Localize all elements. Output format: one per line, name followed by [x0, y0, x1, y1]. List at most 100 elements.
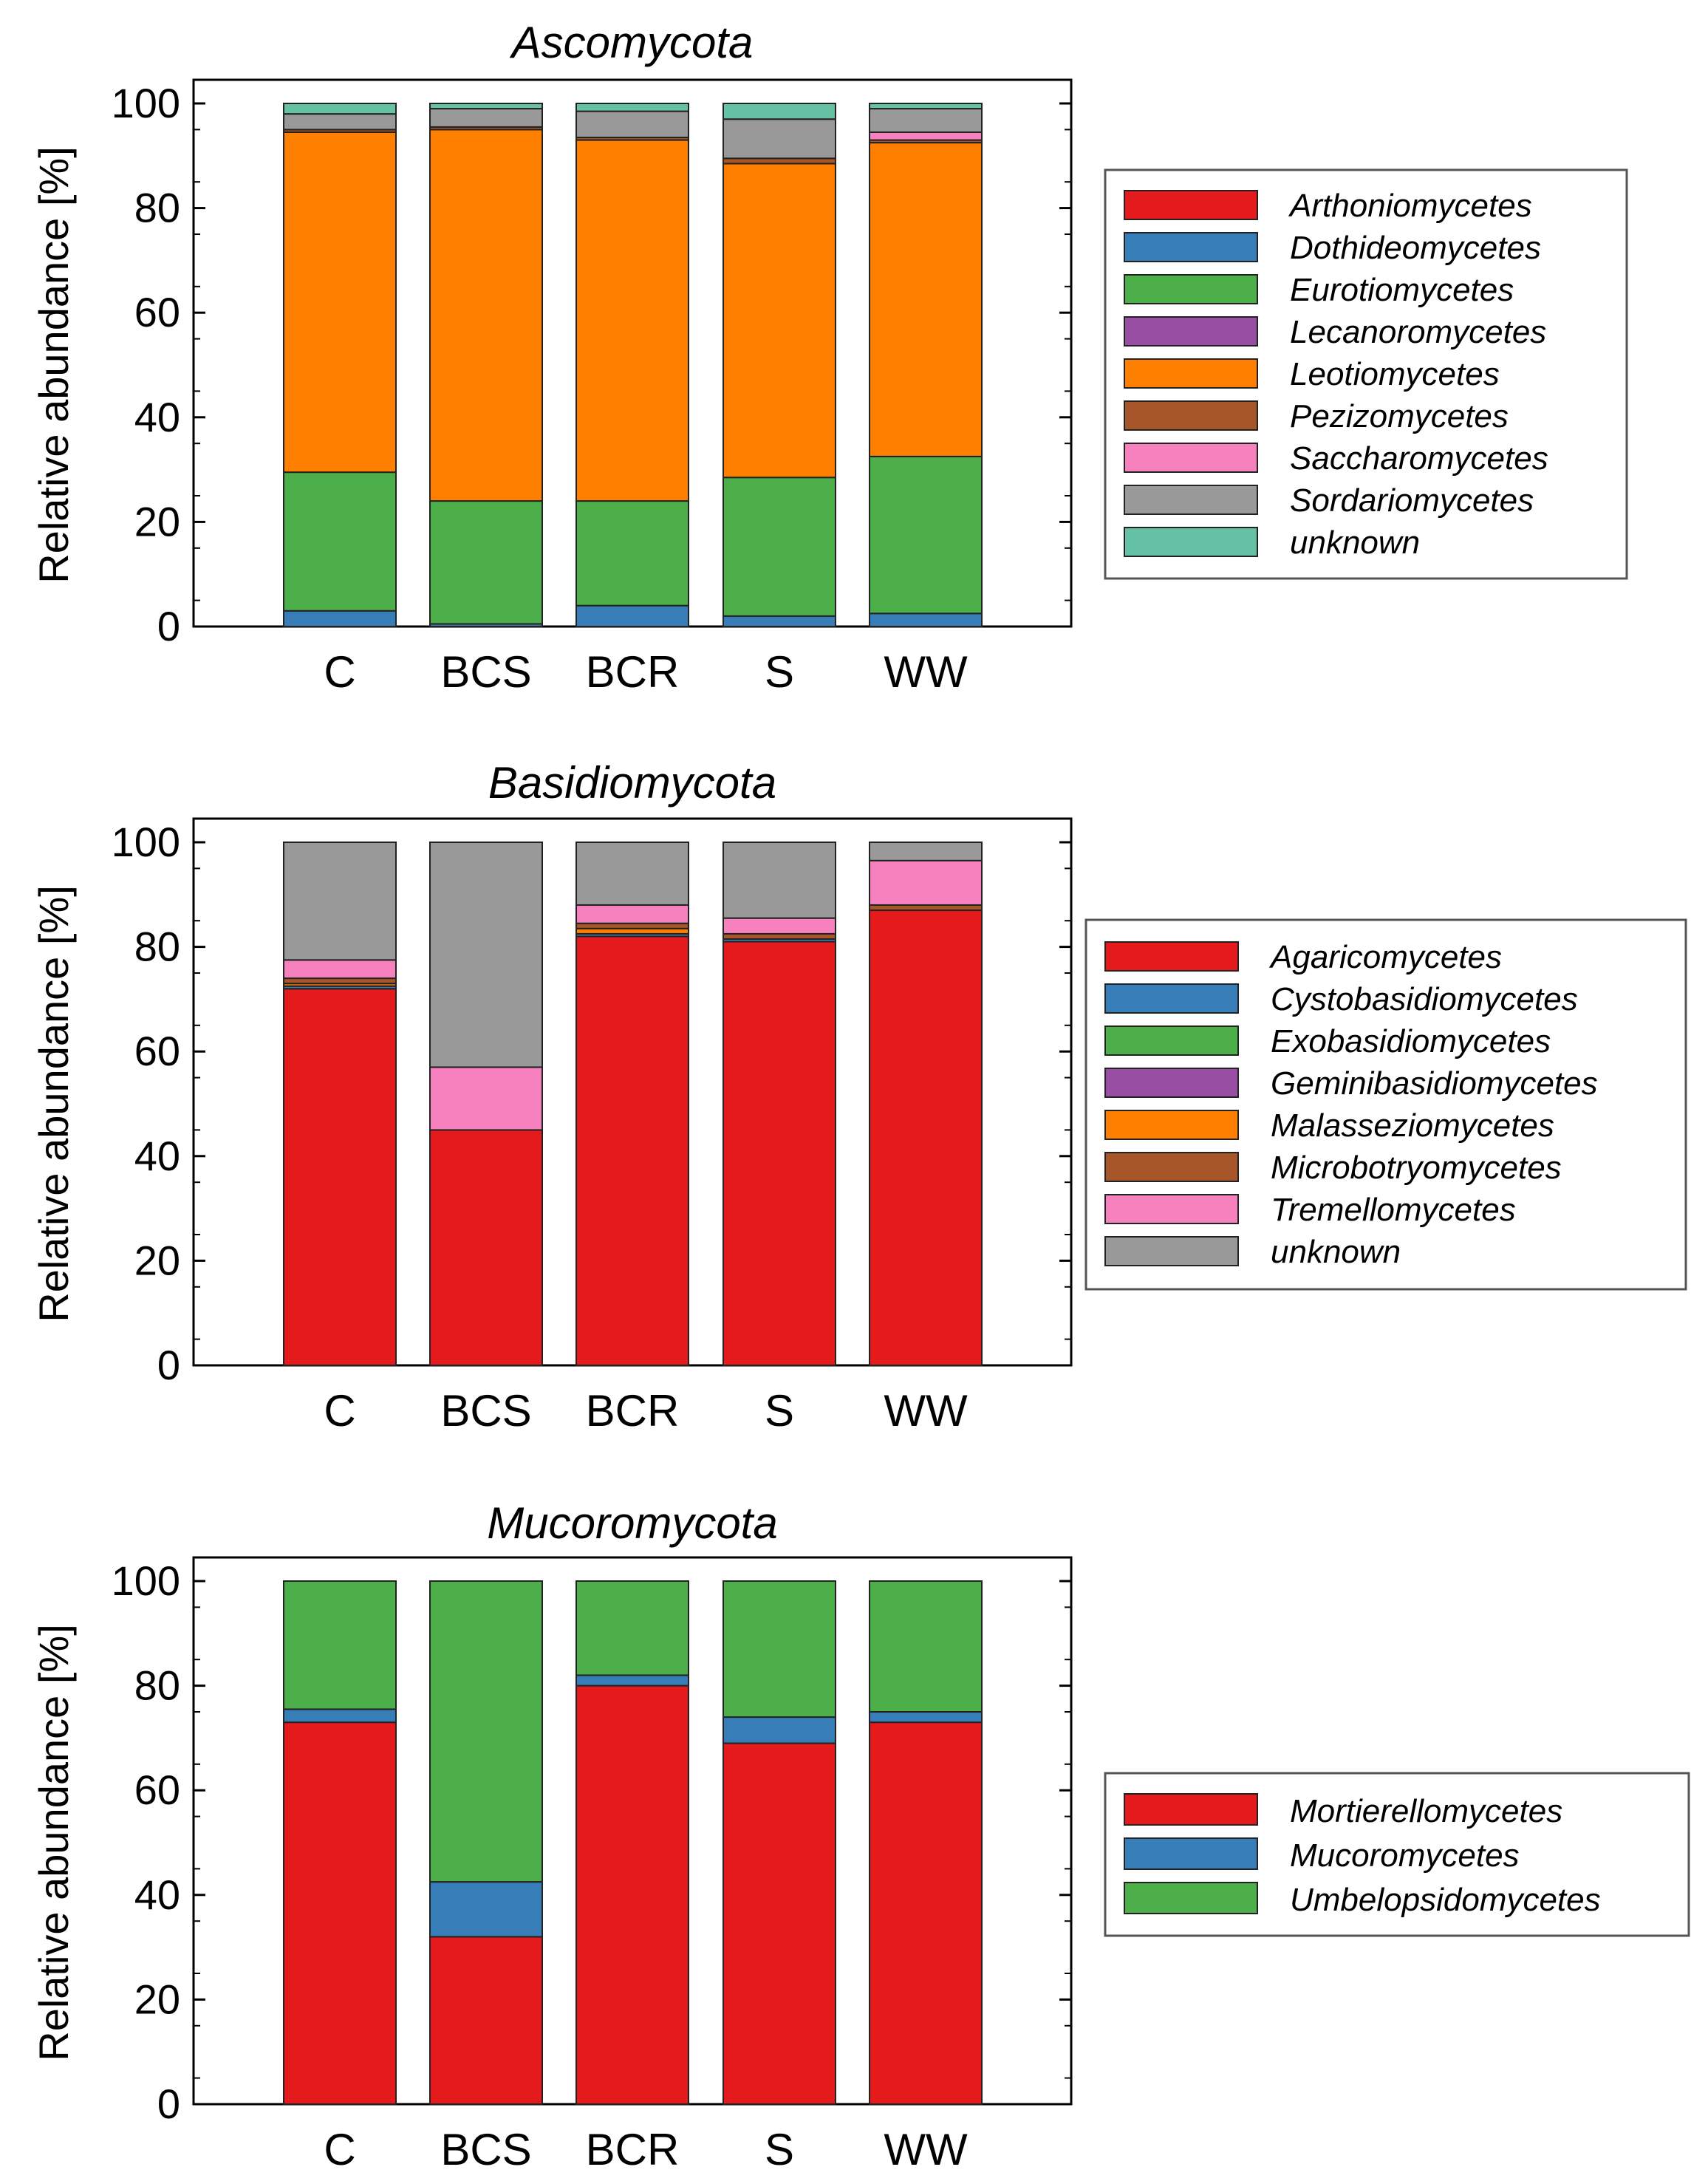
bar-segment-bcs-sordariomycetes — [429, 108, 543, 128]
bar-segment-bcs-unknown — [429, 842, 543, 1068]
legend-label-exobasidiomycetes: Exobasidiomycetes — [1271, 1023, 1551, 1059]
legend-swatch-arthoniomycetes — [1124, 190, 1258, 220]
bar-segment-ww-tremellomycetes — [869, 859, 983, 906]
x-tick-label-c: C — [324, 1386, 355, 1436]
legend-label-pezizomycetes: Pezizomycetes — [1290, 398, 1509, 434]
bar-segment-c-leotiomycetes — [283, 131, 397, 474]
bar-segment-s-dothideomycetes — [723, 615, 836, 628]
bar-segment-bcr-agaricomycetes — [575, 935, 689, 1366]
bar-segment-s-mucoromycetes — [723, 1716, 836, 1744]
bar-segment-c-microbotryomycetes — [283, 977, 397, 985]
legend-swatch-lecanoromycetes — [1124, 316, 1258, 347]
bar-segment-bcs-leotiomycetes — [429, 129, 543, 502]
bar-segment-bcr-sordariomycetes — [575, 110, 689, 139]
bar-segment-bcs-umbelopsidomycetes — [429, 1580, 543, 1883]
bar-segment-ww-unknown — [869, 103, 983, 110]
legend-label-saccharomycetes: Saccharomycetes — [1290, 440, 1548, 477]
legend-swatch-eurotiomycetes — [1124, 274, 1258, 304]
x-tick-label-bcs: BCS — [440, 1386, 531, 1436]
legend-label-umbelopsidomycetes: Umbelopsidomycetes — [1290, 1882, 1601, 1918]
y-axis-label: Relative abundance [%] — [30, 146, 77, 584]
bar-segment-c-dothideomycetes — [283, 610, 397, 628]
x-tick-label-ww: WW — [884, 647, 968, 697]
bar-segment-bcs-mortierellomycetes — [429, 1936, 543, 2105]
bar-segment-ww-sordariomycetes — [869, 108, 983, 133]
chart-panel-ascomycota: 0 20 40 60 80 100 Relative abundance [%] Ascomy… — [30, 18, 1628, 697]
bar-segment-bcr-unknown — [575, 842, 689, 906]
legend: Mortierellomycetes Mucoromycetes Umbelopsi… — [1104, 1772, 1690, 1937]
legend-swatch-unknown — [1104, 1236, 1239, 1266]
legend-label-mortierellomycetes: Mortierellomycetes — [1290, 1793, 1562, 1829]
legend-swatch-geminibasidiomycetes — [1104, 1068, 1239, 1098]
bar-segment-bcs-tremellomycetes — [429, 1066, 543, 1131]
bar-segment-s-mortierellomycetes — [723, 1742, 836, 2105]
bar-segment-ww-saccharomycetes — [869, 131, 983, 141]
legend-swatch-mortierellomycetes — [1124, 1793, 1258, 1826]
legend-swatch-dothideomycetes — [1124, 232, 1258, 262]
y-tick-label: 80 — [134, 924, 180, 970]
legend-label-unknown: unknown — [1290, 525, 1420, 561]
x-tick-label-bcs: BCS — [440, 2125, 531, 2174]
bar-segment-s-umbelopsidomycetes — [723, 1580, 836, 1718]
bar-segment-bcs-agaricomycetes — [429, 1129, 543, 1367]
bar-segment-c-mucoromycetes — [283, 1708, 397, 1724]
legend-swatch-leotiomycetes — [1124, 358, 1258, 389]
legend: Agaricomycetes Cystobasidiomycetes Exobasi… — [1084, 918, 1687, 1291]
chart-title: Mucoromycota — [487, 1498, 777, 1548]
bar-segment-bcs-unknown — [429, 103, 543, 110]
legend-swatch-exobasidiomycetes — [1104, 1025, 1239, 1056]
bar-segment-c-unknown — [283, 103, 397, 115]
bar-segment-s-sordariomycetes — [723, 118, 836, 160]
legend-label-cystobasidiomycetes: Cystobasidiomycetes — [1271, 981, 1578, 1017]
x-tick-label-s: S — [765, 647, 794, 697]
y-tick-label: 60 — [134, 289, 180, 335]
y-tick-label: 100 — [112, 819, 180, 865]
y-tick-label: 80 — [134, 185, 180, 231]
bar-segment-ww-mucoromycetes — [869, 1711, 983, 1724]
bar-segment-ww-unknown — [869, 842, 983, 861]
bar-segment-bcr-unknown — [575, 103, 689, 112]
legend-label-unknown: unknown — [1271, 1234, 1401, 1270]
x-tick-label-bcr: BCR — [586, 647, 680, 697]
x-tick-label-bcs: BCS — [440, 647, 531, 697]
bar-segment-bcr-leotiomycetes — [575, 139, 689, 502]
bar-segment-c-agaricomycetes — [283, 988, 397, 1366]
y-tick-label: 60 — [134, 1028, 180, 1074]
x-tick-label-c: C — [324, 647, 355, 697]
bar-segment-c-unknown — [283, 842, 397, 961]
legend-swatch-microbotryomycetes — [1104, 1152, 1239, 1182]
legend-swatch-umbelopsidomycetes — [1124, 1882, 1258, 1914]
legend-label-malasseziomycetes: Malasseziomycetes — [1271, 1107, 1554, 1144]
y-tick-label: 20 — [134, 1237, 180, 1283]
legend-label-tremellomycetes: Tremellomycetes — [1271, 1192, 1516, 1228]
y-tick-label: 40 — [134, 394, 180, 440]
legend-swatch-agaricomycetes — [1104, 941, 1239, 972]
y-tick-label: 100 — [112, 1557, 180, 1604]
bar-segment-ww-umbelopsidomycetes — [869, 1580, 983, 1713]
x-tick-label-s: S — [765, 2125, 794, 2174]
bar-segment-c-eurotiomycetes — [283, 471, 397, 612]
y-tick-label: 20 — [134, 1976, 180, 2022]
y-tick-label: 80 — [134, 1662, 180, 1709]
bar-segment-bcr-umbelopsidomycetes — [575, 1580, 689, 1676]
legend-label-agaricomycetes: Agaricomycetes — [1268, 939, 1502, 975]
bar-segment-s-unknown — [723, 103, 836, 120]
x-tick-label-bcr: BCR — [586, 2125, 680, 2174]
bar-segment-bcr-mucoromycetes — [575, 1674, 689, 1687]
y-axis-label: Relative abundance [%] — [30, 885, 77, 1322]
bar-segment-c-mortierellomycetes — [283, 1721, 397, 2105]
bar-segment-bcr-dothideomycetes — [575, 604, 689, 627]
bar-segment-ww-eurotiomycetes — [869, 455, 983, 615]
bar-segment-bcs-eurotiomycetes — [429, 500, 543, 625]
legend-swatch-saccharomycetes — [1124, 443, 1258, 473]
legend-swatch-malasseziomycetes — [1104, 1110, 1239, 1140]
bar-segment-ww-mortierellomycetes — [869, 1721, 983, 2105]
y-tick-label: 40 — [134, 1871, 180, 1918]
legend-label-dothideomycetes: Dothideomycetes — [1290, 230, 1541, 266]
bar-segment-bcr-mortierellomycetes — [575, 1685, 689, 2106]
bar-segment-c-tremellomycetes — [283, 959, 397, 980]
x-tick-label-bcr: BCR — [586, 1386, 680, 1436]
legend-swatch-tremellomycetes — [1104, 1194, 1239, 1224]
bar-segment-bcr-tremellomycetes — [575, 904, 689, 924]
